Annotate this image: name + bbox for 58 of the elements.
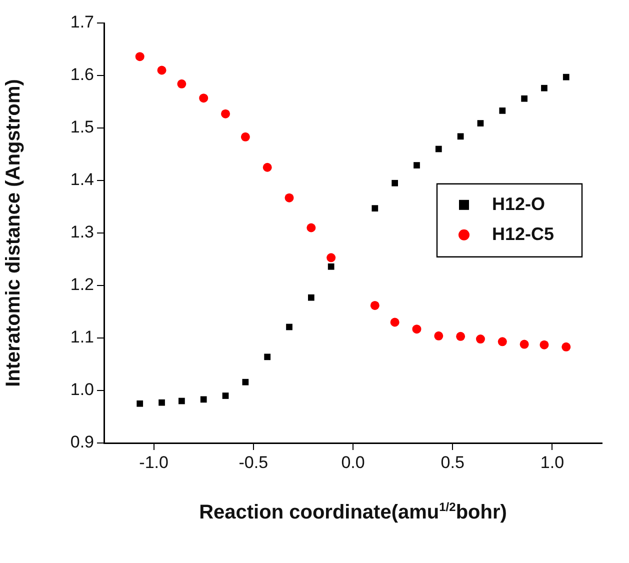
point bbox=[135, 52, 144, 62]
point bbox=[540, 340, 549, 350]
point bbox=[499, 107, 506, 114]
point bbox=[286, 324, 292, 330]
point bbox=[498, 337, 507, 346]
y-tick-label: 1.7 bbox=[70, 12, 94, 32]
legend-label: H12-C5 bbox=[492, 224, 554, 244]
x-axis-title: Reaction coordinate(amu$^{1/2}$bohr) bbox=[198, 500, 508, 525]
point bbox=[242, 378, 249, 386]
point bbox=[136, 400, 144, 407]
point bbox=[308, 294, 314, 301]
y-tick-label: 1.3 bbox=[70, 222, 94, 242]
point bbox=[414, 162, 420, 168]
point bbox=[158, 399, 165, 406]
point bbox=[370, 300, 380, 310]
point bbox=[562, 342, 571, 352]
point bbox=[306, 223, 316, 232]
y-tick-label: 1.0 bbox=[70, 380, 94, 400]
x-tick-label: -0.5 bbox=[238, 452, 268, 472]
point bbox=[412, 324, 422, 334]
point bbox=[457, 133, 464, 140]
y-tick-label: 1.2 bbox=[70, 275, 94, 294]
point bbox=[284, 193, 294, 202]
point bbox=[372, 205, 378, 212]
point bbox=[434, 331, 444, 340]
point bbox=[264, 354, 271, 360]
point bbox=[262, 162, 272, 172]
point bbox=[200, 396, 207, 403]
point bbox=[390, 318, 400, 327]
y-tick-label: 1.5 bbox=[70, 118, 94, 137]
point bbox=[392, 180, 398, 186]
point bbox=[521, 95, 528, 102]
point bbox=[541, 84, 548, 92]
point bbox=[476, 334, 485, 344]
y-tick-label: 1.4 bbox=[70, 170, 94, 190]
x-tick-label: -1.0 bbox=[139, 452, 168, 472]
x-tick-label: 0.5 bbox=[440, 452, 464, 472]
y-tick-label: 1.1 bbox=[70, 328, 94, 347]
point bbox=[562, 74, 570, 80]
y-tick-label: 0.9 bbox=[70, 432, 94, 452]
point bbox=[222, 392, 229, 399]
point bbox=[477, 120, 484, 126]
point bbox=[199, 94, 208, 103]
point bbox=[520, 340, 529, 349]
y-axis-title: Interatomic distance (Angstrom) bbox=[2, 79, 25, 387]
x-tick-label: 1.0 bbox=[540, 452, 564, 472]
point bbox=[435, 146, 442, 152]
x-tick-label: 0.0 bbox=[341, 452, 365, 472]
y-tick-label: 1.6 bbox=[70, 65, 94, 84]
point bbox=[221, 109, 230, 118]
point bbox=[326, 253, 336, 262]
point bbox=[177, 79, 186, 88]
point bbox=[456, 332, 466, 341]
point bbox=[157, 66, 166, 75]
point bbox=[328, 263, 334, 270]
point bbox=[240, 132, 250, 142]
point bbox=[178, 398, 185, 404]
legend-label: H12-O bbox=[492, 194, 546, 214]
